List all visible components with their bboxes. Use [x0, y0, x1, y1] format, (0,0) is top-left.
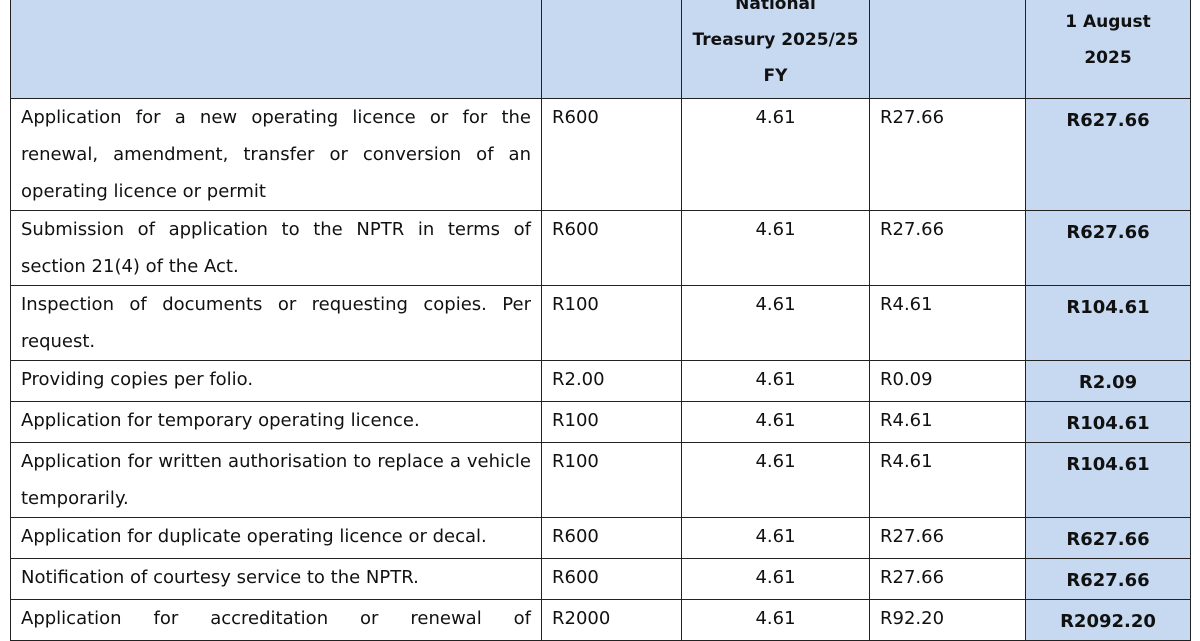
header-line: 1 August [1065, 11, 1151, 32]
header-line: 2025 [1084, 47, 1132, 68]
increase-rate: 4.61 [681, 558, 870, 600]
new-fee: R627.66 [1025, 517, 1191, 559]
increase-rate: 4.61 [681, 98, 870, 211]
fee-description: Submission of application to the NPTR in… [10, 210, 542, 286]
header-cell [10, 0, 542, 99]
fee-table-container: National Treasury 2025/25 FY 1 August 2025 … [10, 0, 1191, 641]
fee-description: Application for accreditation or renewal… [10, 599, 542, 641]
increase-amount: R0.09 [869, 360, 1026, 402]
increase-rate: 4.61 [681, 599, 870, 641]
current-fee: R2.00 [541, 360, 682, 402]
current-fee: R100 [541, 285, 682, 361]
increase-amount: R92.20 [869, 599, 1026, 641]
new-fee-value: R2.09 [1078, 372, 1138, 393]
new-fee-value: R104.61 [1066, 297, 1150, 318]
current-fee: R600 [541, 558, 682, 600]
new-fee: R2.09 [1025, 360, 1191, 402]
new-fee: R104.61 [1025, 285, 1191, 361]
table-row: Application for duplicate operating lice… [10, 517, 1191, 559]
new-fee: R627.66 [1025, 210, 1191, 286]
fee-description: Application for temporary operating lice… [10, 401, 542, 443]
increase-amount: R27.66 [869, 98, 1026, 211]
table-row: Application for a new operating licence … [10, 98, 1191, 211]
current-fee: R100 [541, 401, 682, 443]
header-cell [541, 0, 682, 99]
fee-table: National Treasury 2025/25 FY 1 August 2025 … [10, 0, 1191, 641]
increase-amount: R4.61 [869, 442, 1026, 518]
table-row: Application for temporary operating lice… [10, 401, 1191, 443]
header-cell: 1 August 2025 [1025, 0, 1191, 99]
header-row: National Treasury 2025/25 FY 1 August 2025 [10, 0, 1191, 99]
new-fee-value: R627.66 [1066, 570, 1150, 591]
current-fee: R600 [541, 210, 682, 286]
increase-amount: R27.66 [869, 558, 1026, 600]
table-row: Application for written authorisation to… [10, 442, 1191, 518]
increase-rate: 4.61 [681, 210, 870, 286]
current-fee: R600 [541, 517, 682, 559]
header-line: National [735, 0, 816, 14]
increase-rate: 4.61 [681, 442, 870, 518]
fee-description: Application for duplicate operating lice… [10, 517, 542, 559]
header-cell [869, 0, 1026, 99]
table-row: Providing copies per folio. R2.00 4.61 R0.0… [10, 360, 1191, 402]
increase-amount: R27.66 [869, 210, 1026, 286]
fee-description: Providing copies per folio. [10, 360, 542, 402]
table-row: Notification of courtesy service to the … [10, 558, 1191, 600]
table-header: National Treasury 2025/25 FY 1 August 2025 [10, 0, 1191, 99]
table-row: Submission of application to the NPTR in… [10, 210, 1191, 286]
increase-rate: 4.61 [681, 401, 870, 443]
increase-rate: 4.61 [681, 360, 870, 402]
increase-amount: R27.66 [869, 517, 1026, 559]
header-cell: National Treasury 2025/25 FY [681, 0, 870, 99]
increase-amount: R4.61 [869, 285, 1026, 361]
table-body: Application for a new operating licence … [10, 98, 1191, 641]
header-line: FY [763, 65, 788, 86]
fee-description: Inspection of documents or requesting co… [10, 285, 542, 361]
fee-description: Notification of courtesy service to the … [10, 558, 542, 600]
new-fee-value: R104.61 [1066, 413, 1150, 434]
new-fee: R104.61 [1025, 442, 1191, 518]
increase-amount: R4.61 [869, 401, 1026, 443]
current-fee: R100 [541, 442, 682, 518]
increase-rate: 4.61 [681, 517, 870, 559]
new-fee: R627.66 [1025, 558, 1191, 600]
new-fee-value: R627.66 [1066, 222, 1150, 243]
new-fee: R2092.20 [1025, 599, 1191, 641]
fee-description: Application for written authorisation to… [10, 442, 542, 518]
current-fee: R600 [541, 98, 682, 211]
new-fee: R627.66 [1025, 98, 1191, 211]
new-fee: R104.61 [1025, 401, 1191, 443]
current-fee: R2000 [541, 599, 682, 641]
increase-rate: 4.61 [681, 285, 870, 361]
header-line: Treasury 2025/25 [692, 29, 859, 50]
new-fee-value: R627.66 [1066, 529, 1150, 550]
table-row: Inspection of documents or requesting co… [10, 285, 1191, 361]
new-fee-value: R627.66 [1066, 110, 1150, 131]
table-row: Application for accreditation or renewal… [10, 599, 1191, 641]
new-fee-value: R2092.20 [1060, 611, 1156, 632]
new-fee-value: R104.61 [1066, 454, 1150, 475]
fee-description: Application for a new operating licence … [10, 98, 542, 211]
